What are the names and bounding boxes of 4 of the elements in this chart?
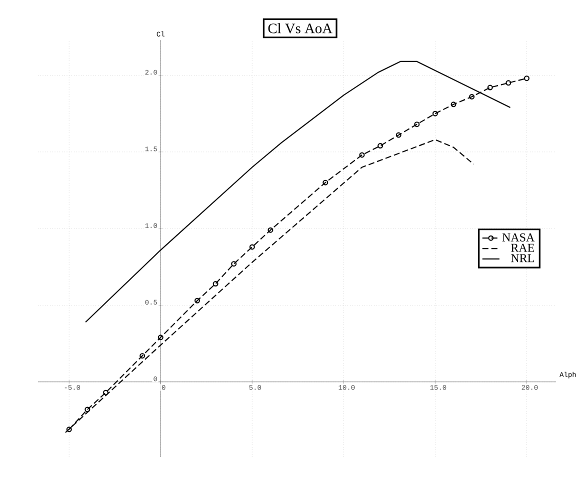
chart-title: Cl Vs AoA	[268, 23, 332, 34]
legend-label: RAE	[511, 244, 534, 252]
legend-label: NASA	[502, 233, 535, 242]
legend-label: NRL	[511, 254, 534, 262]
